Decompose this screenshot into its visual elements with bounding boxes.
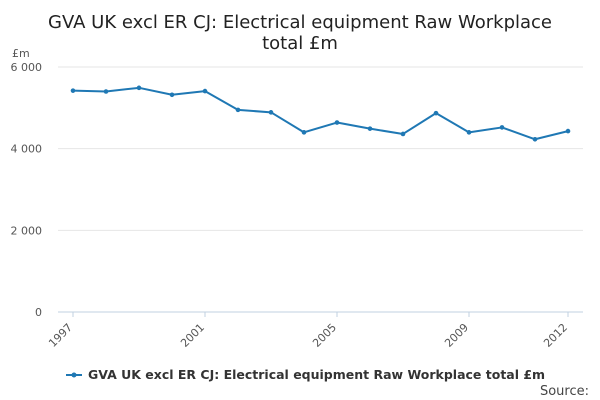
data-point[interactable] — [169, 92, 175, 98]
data-point[interactable] — [532, 136, 538, 142]
data-point[interactable] — [202, 88, 208, 94]
x-axis-tick-labels: 1997 2001 2005 2009 2012 — [46, 312, 570, 350]
data-point[interactable] — [268, 110, 274, 115]
legend-point-marker — [71, 372, 77, 378]
chart-title-line-1: GVA UK excl ER CJ: Electrical equipment … — [48, 12, 552, 33]
series-group — [70, 85, 571, 142]
data-point[interactable] — [235, 107, 241, 113]
x-tick-label: 1997 — [46, 321, 75, 350]
source-label: Source: — [540, 384, 589, 399]
data-point[interactable] — [499, 125, 505, 130]
series-line — [72, 86, 569, 141]
y-tick-label: 2 000 — [11, 224, 43, 237]
data-point[interactable] — [367, 126, 373, 131]
y-axis-unit: £m — [12, 47, 30, 60]
data-point[interactable] — [400, 131, 406, 137]
x-tick-label: 2012 — [541, 321, 570, 350]
x-tick-label: 2009 — [442, 321, 471, 350]
data-point[interactable] — [136, 85, 142, 91]
x-tick-label: 2005 — [310, 321, 339, 350]
y-tick-label: 0 — [35, 306, 42, 319]
legend-label: GVA UK excl ER CJ: Electrical equipment … — [88, 367, 545, 382]
chart-title-line-2: total £m — [262, 33, 338, 54]
data-point[interactable] — [334, 120, 340, 125]
data-point[interactable] — [103, 89, 109, 94]
data-point[interactable] — [466, 130, 472, 135]
y-tick-label: 4 000 — [11, 143, 43, 156]
data-point[interactable] — [70, 88, 76, 93]
data-point[interactable] — [301, 130, 307, 135]
data-point[interactable] — [433, 110, 439, 116]
gridlines — [58, 66, 583, 231]
data-point[interactable] — [565, 128, 571, 134]
x-tick-label: 2001 — [178, 321, 207, 350]
legend[interactable]: GVA UK excl ER CJ: Electrical equipment … — [66, 367, 545, 382]
y-tick-label: 6 000 — [11, 61, 43, 74]
y-axis-tick-labels: 0 2 000 4 000 6 000 — [11, 61, 43, 319]
